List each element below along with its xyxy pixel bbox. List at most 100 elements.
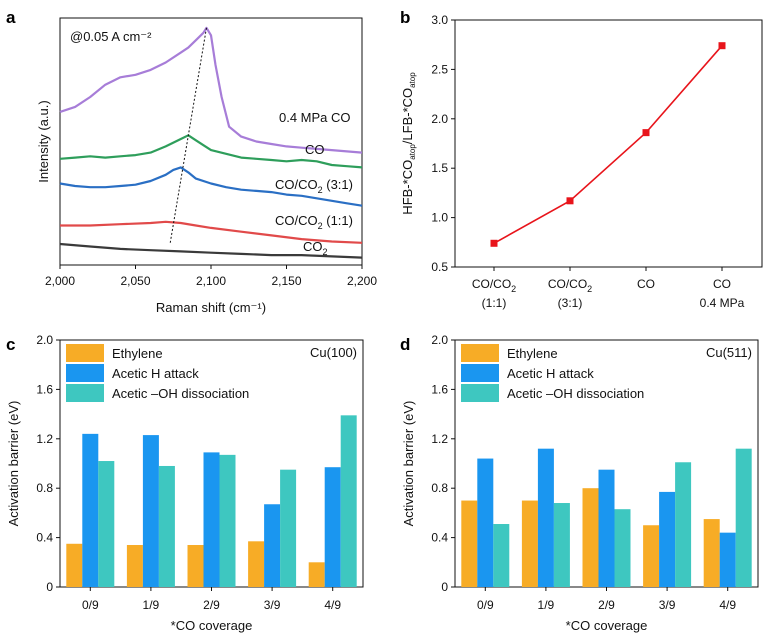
y-tick-label: 2.0 bbox=[36, 333, 53, 347]
bar-acetic-h bbox=[264, 504, 281, 587]
legend-label: Acetic H attack bbox=[112, 366, 199, 381]
category-label-text: CO/CO bbox=[472, 277, 511, 291]
x-tick-label: 2,100 bbox=[196, 274, 226, 288]
y-axis-label: Activation barrier (eV) bbox=[401, 401, 416, 527]
ratio-marker bbox=[642, 129, 650, 137]
y-tick-label: 1.0 bbox=[431, 211, 448, 225]
spectrum-line bbox=[59, 26, 363, 154]
x-axis-label: *CO coverage bbox=[171, 618, 253, 633]
category-label-subscript: 2 bbox=[511, 284, 516, 294]
y-tick-label: 0 bbox=[46, 580, 53, 594]
category-label: 0.4 MPa bbox=[700, 296, 745, 310]
category-label: 1/9 bbox=[143, 598, 160, 612]
series-label: CO2 bbox=[303, 239, 328, 257]
bar-acetic-oh bbox=[493, 524, 510, 587]
category-label: 3/9 bbox=[659, 598, 676, 612]
bar-ethylene bbox=[126, 545, 143, 587]
panel-letter-b: b bbox=[400, 8, 410, 27]
legend-swatch bbox=[66, 364, 104, 382]
series-label: CO/CO2 (1:1) bbox=[275, 213, 353, 231]
bar-acetic-oh bbox=[219, 454, 236, 587]
bar-acetic-h bbox=[142, 435, 159, 587]
series-label: 0.4 MPa CO bbox=[279, 110, 351, 125]
bar-acetic-oh bbox=[98, 461, 115, 587]
bar-acetic-h bbox=[477, 458, 494, 587]
y-tick-label: 2.0 bbox=[431, 333, 448, 347]
category-label: CO bbox=[713, 277, 731, 291]
series-label-main: CO bbox=[303, 239, 323, 254]
category-label: 3/9 bbox=[264, 598, 281, 612]
panel-c-bar-chart: 0 0.4 0.8 1.2 1.6 2.0 0/9 1/9 2/9 3/9 4/9 *CO cover… bbox=[6, 333, 364, 633]
panel-d-bar-chart: 0 0.4 0.8 1.2 1.6 2.0 0/9 1/9 2/9 3/9 4/9 *CO cover… bbox=[401, 333, 759, 633]
y-tick-label: 0.5 bbox=[431, 260, 448, 274]
bar-acetic-oh bbox=[158, 465, 175, 587]
series-label-main: CO bbox=[305, 142, 325, 157]
ratio-marker bbox=[718, 42, 726, 50]
category-label-text: 0.4 MPa bbox=[700, 296, 745, 310]
category-label: 2/9 bbox=[598, 598, 615, 612]
peak-guide-dashed-line bbox=[169, 27, 207, 243]
bar-acetic-h bbox=[203, 452, 220, 587]
y-axis-label: Intensity (a.u.) bbox=[36, 100, 51, 182]
x-tick-label: 2,150 bbox=[271, 274, 301, 288]
bar-ethylene bbox=[308, 562, 325, 587]
bar-acetic-oh bbox=[614, 509, 631, 587]
bar-ethylene bbox=[248, 541, 265, 587]
surface-title: Cu(511) bbox=[706, 345, 752, 360]
y-label-subscript: atop bbox=[408, 72, 417, 88]
bar-ethylene bbox=[703, 519, 720, 587]
series-label-subscript: 2 bbox=[323, 247, 328, 257]
y-tick-label: 1.6 bbox=[431, 382, 448, 396]
series-label-suffix: (3:1) bbox=[323, 177, 353, 192]
legend-swatch bbox=[461, 384, 499, 402]
legend-label: Ethylene bbox=[112, 346, 163, 361]
surface-title: Cu(100) bbox=[310, 345, 357, 360]
series-label-main: 0.4 MPa CO bbox=[279, 110, 351, 125]
y-tick-label: 0.4 bbox=[431, 531, 448, 545]
y-tick-label: 1.5 bbox=[431, 161, 448, 175]
y-tick-label: 0.4 bbox=[36, 531, 53, 545]
bar-ethylene bbox=[582, 488, 599, 587]
bar-acetic-h bbox=[324, 467, 341, 587]
x-axis-label: Raman shift (cm⁻¹) bbox=[156, 300, 266, 315]
category-label: CO/CO2 bbox=[472, 277, 516, 294]
bar-ethylene bbox=[66, 543, 83, 587]
panel-b-ratio-chart: 0.51.01.52.02.53.0CO/CO2(1:1)CO/CO2(3:1)… bbox=[400, 13, 763, 310]
series-label-main: CO/CO bbox=[275, 213, 318, 228]
category-label: (1:1) bbox=[482, 296, 507, 310]
category-label: CO/CO2 bbox=[548, 277, 592, 294]
category-label: CO bbox=[637, 277, 655, 291]
legend-label: Acetic –OH dissociation bbox=[112, 386, 249, 401]
series-label-subscript: 2 bbox=[318, 185, 323, 195]
bar-acetic-oh bbox=[553, 503, 570, 587]
y-tick-label: 1.2 bbox=[36, 432, 53, 446]
bar-acetic-oh bbox=[280, 469, 297, 587]
category-label-text: CO bbox=[713, 277, 731, 291]
y-tick-label: 0.8 bbox=[431, 481, 448, 495]
panel-letter-a: a bbox=[6, 8, 16, 27]
y-label-part: /LFB-*CO bbox=[400, 88, 415, 144]
category-label-text: CO bbox=[637, 277, 655, 291]
bar-ethylene bbox=[521, 500, 538, 587]
category-label: 0/9 bbox=[477, 598, 494, 612]
category-label-text: CO/CO bbox=[548, 277, 587, 291]
series-label: CO bbox=[305, 142, 325, 157]
panel-letter-c: c bbox=[6, 335, 15, 354]
series-label-suffix: (1:1) bbox=[323, 213, 353, 228]
y-tick-label: 3.0 bbox=[431, 13, 448, 27]
x-tick-label: 2,050 bbox=[120, 274, 150, 288]
bar-acetic-oh bbox=[340, 415, 357, 587]
panel-letter-d: d bbox=[400, 335, 410, 354]
legend-label: Acetic H attack bbox=[507, 366, 594, 381]
ratio-marker bbox=[490, 239, 498, 247]
category-label: 2/9 bbox=[203, 598, 220, 612]
y-tick-label: 0.8 bbox=[36, 481, 53, 495]
bar-acetic-h bbox=[659, 491, 676, 587]
category-label-text: (3:1) bbox=[558, 296, 583, 310]
y-label-part: HFB-*CO bbox=[400, 160, 415, 215]
spectrum-line bbox=[59, 166, 363, 207]
ratio-marker bbox=[566, 197, 574, 205]
bar-acetic-h bbox=[719, 532, 736, 587]
panel-b-frame bbox=[454, 19, 763, 268]
